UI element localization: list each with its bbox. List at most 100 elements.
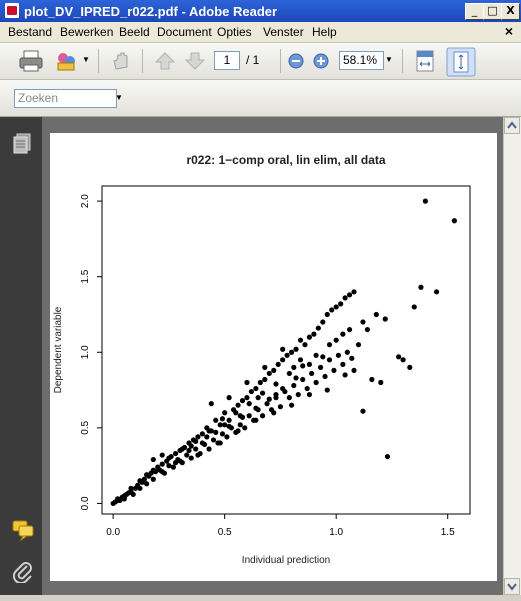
fit-page-icon[interactable] <box>446 47 476 77</box>
data-point <box>273 391 279 398</box>
title-bar: plot_DV_IPRED_r022.pdf - Adobe Reader _ … <box>0 0 521 22</box>
minimize-button[interactable]: _ <box>465 3 484 20</box>
data-point <box>244 395 250 401</box>
comments-icon[interactable] <box>11 519 35 541</box>
data-point <box>237 422 243 428</box>
data-point <box>297 337 304 343</box>
data-point <box>259 413 266 419</box>
zoom-out-icon[interactable] <box>288 53 304 69</box>
search-input[interactable]: Zoeken <box>14 89 117 108</box>
search-dropdown-icon[interactable]: ▼ <box>115 93 123 102</box>
scroll-up-button[interactable] <box>504 117 520 134</box>
data-point <box>195 434 201 440</box>
data-point <box>378 379 384 386</box>
main-toolbar: ▼ ▼ <box>0 43 521 80</box>
data-point <box>324 311 330 318</box>
data-point <box>373 311 379 318</box>
data-point <box>293 346 299 352</box>
data-point <box>280 357 286 363</box>
status-bar <box>0 595 521 601</box>
data-point <box>242 425 248 431</box>
data-point <box>248 388 255 395</box>
data-point <box>253 417 259 423</box>
pdf-app-icon <box>5 3 19 18</box>
data-point <box>335 352 342 358</box>
data-point <box>346 326 353 333</box>
data-point <box>121 494 127 500</box>
data-point <box>342 372 348 378</box>
data-point <box>159 461 165 467</box>
pages-icon[interactable] <box>12 133 32 155</box>
menu-bewerken[interactable]: Bewerken <box>60 25 114 39</box>
data-point <box>159 452 165 458</box>
data-point <box>300 363 306 369</box>
menu-document[interactable]: Document <box>157 25 212 39</box>
page-number-input[interactable]: 1 <box>214 51 240 70</box>
data-point <box>141 476 147 482</box>
data-point <box>253 385 259 392</box>
data-point <box>309 370 315 377</box>
data-point <box>351 289 357 295</box>
data-point <box>266 396 272 402</box>
data-point <box>235 428 241 434</box>
data-point <box>338 301 344 307</box>
toolbar-separator <box>98 49 99 73</box>
data-point <box>311 331 317 337</box>
zoom-level-input[interactable]: 58.1% <box>339 51 384 70</box>
data-point <box>384 453 391 460</box>
data-point <box>173 460 179 466</box>
hand-tool-icon[interactable] <box>108 49 134 73</box>
data-point <box>297 357 304 363</box>
data-point <box>262 364 268 370</box>
navigation-panel <box>0 117 42 595</box>
print-icon[interactable] <box>18 49 44 73</box>
y-tick-label: 2.0 <box>80 194 91 208</box>
data-point <box>199 431 205 437</box>
next-page-icon[interactable] <box>184 51 206 71</box>
vertical-scrollbar[interactable] <box>503 117 521 595</box>
data-point <box>219 431 226 437</box>
attachment-icon[interactable] <box>12 561 34 583</box>
data-point <box>255 395 261 401</box>
data-point <box>433 289 440 295</box>
data-point <box>177 458 183 464</box>
data-point <box>128 485 134 491</box>
data-point <box>224 434 230 440</box>
zoom-dropdown-icon[interactable]: ▼ <box>385 55 393 64</box>
fit-width-icon[interactable] <box>412 49 438 75</box>
data-point <box>217 422 223 428</box>
scroll-down-button[interactable] <box>504 578 520 595</box>
data-point <box>293 375 299 381</box>
menu-help[interactable]: Help <box>312 25 337 39</box>
data-point <box>193 446 199 452</box>
data-point <box>188 443 194 449</box>
data-point <box>235 402 241 408</box>
collaborate-icon[interactable] <box>54 49 80 73</box>
menu-bestand[interactable]: Bestand <box>8 25 53 39</box>
data-point <box>396 354 402 360</box>
collaborate-dropdown-icon[interactable]: ▼ <box>82 55 90 64</box>
maximize-button[interactable]: □ <box>483 3 502 20</box>
data-point <box>233 410 239 416</box>
menu-beeld[interactable]: Beeld <box>119 25 150 39</box>
data-point <box>159 469 165 475</box>
close-button[interactable]: X <box>501 3 520 20</box>
data-point <box>213 417 219 423</box>
previous-page-icon[interactable] <box>154 51 176 71</box>
data-point <box>179 446 185 452</box>
y-axis-label: Dependent variable <box>53 306 64 393</box>
data-point <box>382 316 388 322</box>
data-point <box>166 463 172 469</box>
data-point <box>400 357 406 363</box>
data-point <box>331 367 337 374</box>
data-point <box>333 337 339 343</box>
zoom-in-icon[interactable] <box>313 53 329 69</box>
toolbar-separator <box>280 49 281 73</box>
menu-venster[interactable]: Venster <box>263 25 304 39</box>
toolbar-separator <box>402 49 403 73</box>
menu-opties[interactable]: Opties <box>217 25 252 39</box>
data-point <box>317 364 324 370</box>
data-point <box>184 452 190 458</box>
document-close-button[interactable]: × <box>504 23 513 39</box>
data-point <box>204 434 210 440</box>
